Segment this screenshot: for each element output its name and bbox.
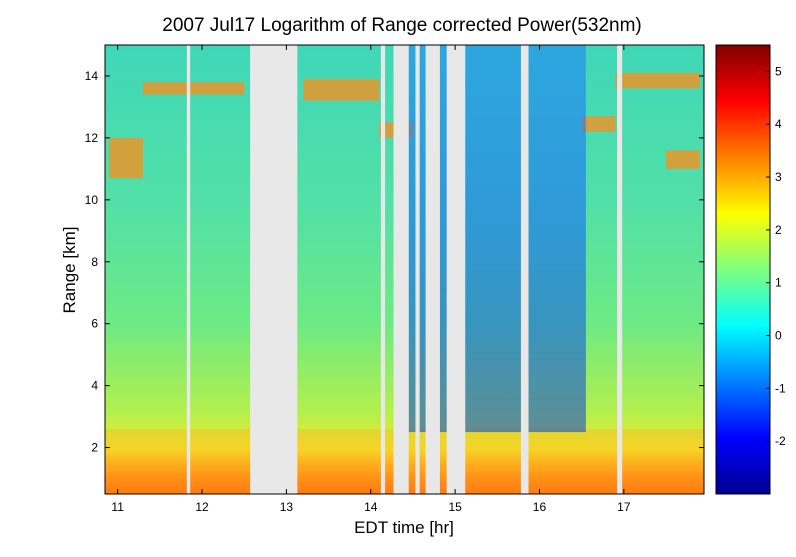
y-tick-label: 4 bbox=[91, 379, 98, 393]
plot-area bbox=[105, 45, 704, 494]
colorbar-tick-label: 4 bbox=[775, 117, 782, 131]
colorbar-tick-label: -1 bbox=[775, 381, 786, 395]
colorbar-tick-label: 1 bbox=[775, 276, 782, 290]
data-gap-layer bbox=[186, 45, 623, 494]
cloud-feature bbox=[303, 79, 380, 101]
x-tick-label: 13 bbox=[280, 500, 294, 514]
colorbar-tick-label: -2 bbox=[775, 434, 786, 448]
cloud-feature bbox=[142, 82, 245, 95]
x-tick-label: 17 bbox=[617, 500, 631, 514]
x-tick-label: 14 bbox=[364, 500, 378, 514]
y-tick-label: 8 bbox=[91, 255, 98, 269]
cloud-feature bbox=[666, 150, 700, 169]
y-tick-label: 2 bbox=[91, 441, 98, 455]
colorbar-axis: -2 -1 0 1 2 3 4 5 bbox=[766, 64, 786, 448]
y-tick-label: 14 bbox=[85, 69, 99, 83]
data-gap bbox=[617, 45, 623, 494]
data-gap bbox=[186, 45, 191, 494]
data-gap bbox=[415, 45, 420, 494]
x-axis-label: EDT time [hr] bbox=[354, 518, 454, 537]
data-gap bbox=[425, 45, 440, 494]
y-axis-label: Range [km] bbox=[60, 227, 79, 314]
y-tick-label: 12 bbox=[85, 131, 99, 145]
x-axis: 11 12 13 14 15 16 17 bbox=[111, 45, 631, 514]
colorbar-tick-label: 3 bbox=[775, 170, 782, 184]
data-gap bbox=[393, 45, 409, 494]
x-tick-label: 12 bbox=[195, 500, 209, 514]
colorbar-frame bbox=[715, 44, 771, 495]
data-gap bbox=[250, 45, 298, 494]
data-gap bbox=[520, 45, 529, 494]
data-gap bbox=[446, 45, 466, 494]
x-tick-label: 15 bbox=[448, 500, 462, 514]
cloud-feature bbox=[615, 72, 700, 89]
y-axis: 2 4 6 8 10 12 14 bbox=[85, 69, 704, 455]
y-tick-label: 6 bbox=[91, 317, 98, 331]
colorbar-tick-label: 0 bbox=[775, 329, 782, 343]
colorbar bbox=[716, 45, 770, 494]
colorbar-tick-label: 2 bbox=[775, 223, 782, 237]
cloud-feature bbox=[581, 116, 616, 132]
colorbar-tick-label: 5 bbox=[775, 64, 782, 78]
cloud-feature bbox=[109, 137, 143, 179]
data-gap bbox=[380, 45, 386, 494]
y-tick-label: 10 bbox=[85, 193, 99, 207]
x-tick-label: 16 bbox=[533, 500, 547, 514]
plot-frame bbox=[104, 44, 705, 495]
x-tick-label: 11 bbox=[111, 500, 124, 514]
chart-title: 2007 Jul17 Logarithm of Range corrected … bbox=[162, 15, 642, 36]
